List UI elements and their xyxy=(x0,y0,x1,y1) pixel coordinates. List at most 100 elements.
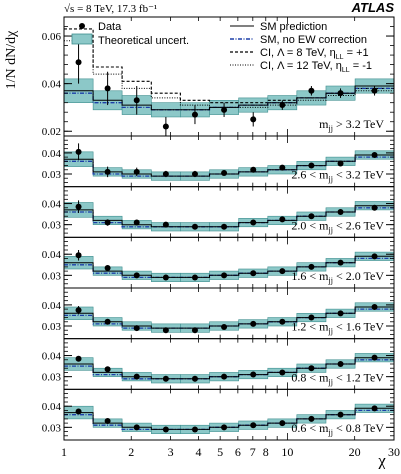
y-tick-label: 0.04 xyxy=(42,148,62,160)
legend-label-ci8: CI, Λ = 8 TeV, ηLL = +1 xyxy=(260,47,369,61)
data-point xyxy=(162,123,169,130)
mass-label-sub: jj xyxy=(328,428,333,437)
data-point xyxy=(75,59,82,66)
data-point xyxy=(279,216,286,223)
mass-label-sub: jj xyxy=(328,377,333,386)
data-point xyxy=(133,219,140,226)
mass-label-suffix: < 1.2 TeV xyxy=(333,370,384,384)
legend-text-main: SM, no EW correction xyxy=(260,34,367,46)
sm-prediction-line xyxy=(64,205,394,228)
data-point xyxy=(337,259,344,266)
data-point xyxy=(337,160,344,167)
data-point xyxy=(371,304,378,310)
data-point xyxy=(191,327,198,334)
data-point xyxy=(250,166,257,173)
data-point xyxy=(104,418,111,424)
y-tick-label: 0.04 xyxy=(42,401,62,413)
panel-mass-label: mjj > 3.2 TeV xyxy=(319,117,384,133)
data-point xyxy=(133,272,140,279)
legend-text-suffix: = +1 xyxy=(344,47,369,59)
y-tick-label: 0.03 xyxy=(42,422,62,434)
x-tick-label: 5 xyxy=(217,445,223,459)
data-point xyxy=(75,408,82,415)
data-point xyxy=(75,307,82,314)
data-point xyxy=(371,354,378,361)
data-point xyxy=(337,90,344,97)
data-point xyxy=(191,426,198,433)
x-tick-label: 1 xyxy=(61,445,67,459)
data-point xyxy=(308,87,315,94)
data-point xyxy=(250,320,257,327)
legend-text-main: SM prediction xyxy=(260,21,327,33)
mass-label-sub: jj xyxy=(328,175,333,184)
data-point xyxy=(162,375,169,382)
data-point xyxy=(133,325,140,332)
data-point xyxy=(191,375,198,382)
data-point xyxy=(191,223,198,230)
panel-plot-area xyxy=(64,200,394,232)
data-point xyxy=(371,405,378,412)
data-point xyxy=(75,148,82,155)
mass-label-suffix: < 2.0 TeV xyxy=(333,269,384,283)
panel-4: 0.03 0.04 1.6 < mjj < 2.0 TeV xyxy=(42,236,395,289)
panel-plot-area xyxy=(64,403,394,434)
mass-label-suffix: > 3.2 TeV xyxy=(333,117,384,131)
data-point xyxy=(279,164,286,171)
data-point xyxy=(75,355,82,362)
panel-mass-label: 0.8 < mjj < 1.2 TeV xyxy=(291,370,384,386)
legend-text-sub: LL xyxy=(336,54,344,61)
x-tick-label: 6 xyxy=(235,445,241,459)
y-tick-label: 0.04 xyxy=(42,300,62,312)
data-point xyxy=(191,274,198,281)
legend-text-sub: LL xyxy=(342,67,350,74)
y-tick-label: 0.02 xyxy=(42,126,61,138)
x-tick-label: 2 xyxy=(128,445,134,459)
mass-label-sub: jj xyxy=(328,327,333,336)
y-tick-label: 0.04 xyxy=(42,351,62,363)
data-point xyxy=(308,263,315,270)
panel-plot-area xyxy=(64,28,394,136)
panel-3: 0.03 0.04 2.0 < mjj < 2.6 TeV xyxy=(42,186,395,238)
data-point xyxy=(162,426,169,433)
legend-label-noew: SM, no EW correction xyxy=(260,34,367,46)
data-point xyxy=(337,361,344,367)
panel-6: 0.03 0.04 0.8 < mjj < 1.2 TeV xyxy=(42,338,395,390)
data-point xyxy=(279,318,286,325)
mass-label-main: 2.6 < m xyxy=(291,168,329,182)
data-point xyxy=(191,111,198,118)
data-point xyxy=(371,253,378,260)
data-point xyxy=(75,203,82,210)
panel-plot-area xyxy=(64,302,394,334)
panel-7: 0.03 0.04 0.6 < mjj < 0.8 TeV xyxy=(42,388,395,441)
legend: Data Theoretical uncert. SM predictionSM, … xyxy=(71,21,372,74)
y-axis-label: 1/N dN/dχ xyxy=(4,30,19,90)
y-tick-label: 0.03 xyxy=(42,220,62,232)
sm-prediction-line xyxy=(64,306,394,329)
x-tick-label: 4 xyxy=(196,445,202,459)
panel-1: 0.02 0.04 0.06 mjj > 3.2 TeV xyxy=(42,16,395,138)
data-point xyxy=(162,327,169,334)
mass-label-main: m xyxy=(319,117,329,131)
data-point xyxy=(308,365,315,372)
data-point xyxy=(279,268,286,275)
mass-label-main: 1.2 < m xyxy=(291,320,329,334)
data-point xyxy=(250,116,257,123)
legend-data-marker xyxy=(79,23,85,29)
data-point xyxy=(104,366,111,373)
mass-label-sub: jj xyxy=(328,276,333,285)
data-point xyxy=(337,209,344,215)
data-point xyxy=(75,252,82,259)
y-tick-label: 0.04 xyxy=(42,199,62,211)
data-point xyxy=(104,318,111,325)
data-point xyxy=(104,219,111,226)
y-tick-label: 0.03 xyxy=(42,270,62,282)
mass-label-main: 1.6 < m xyxy=(291,269,329,283)
mass-label-suffix: < 0.8 TeV xyxy=(333,421,384,435)
data-point xyxy=(221,169,228,176)
sm-prediction-line xyxy=(64,255,394,278)
data-point xyxy=(221,324,228,331)
x-tick-label: 3 xyxy=(168,445,174,459)
panel-mass-label: 2.0 < mjj < 2.6 TeV xyxy=(291,218,384,234)
data-point xyxy=(133,373,140,380)
sm-prediction-line xyxy=(64,154,394,177)
